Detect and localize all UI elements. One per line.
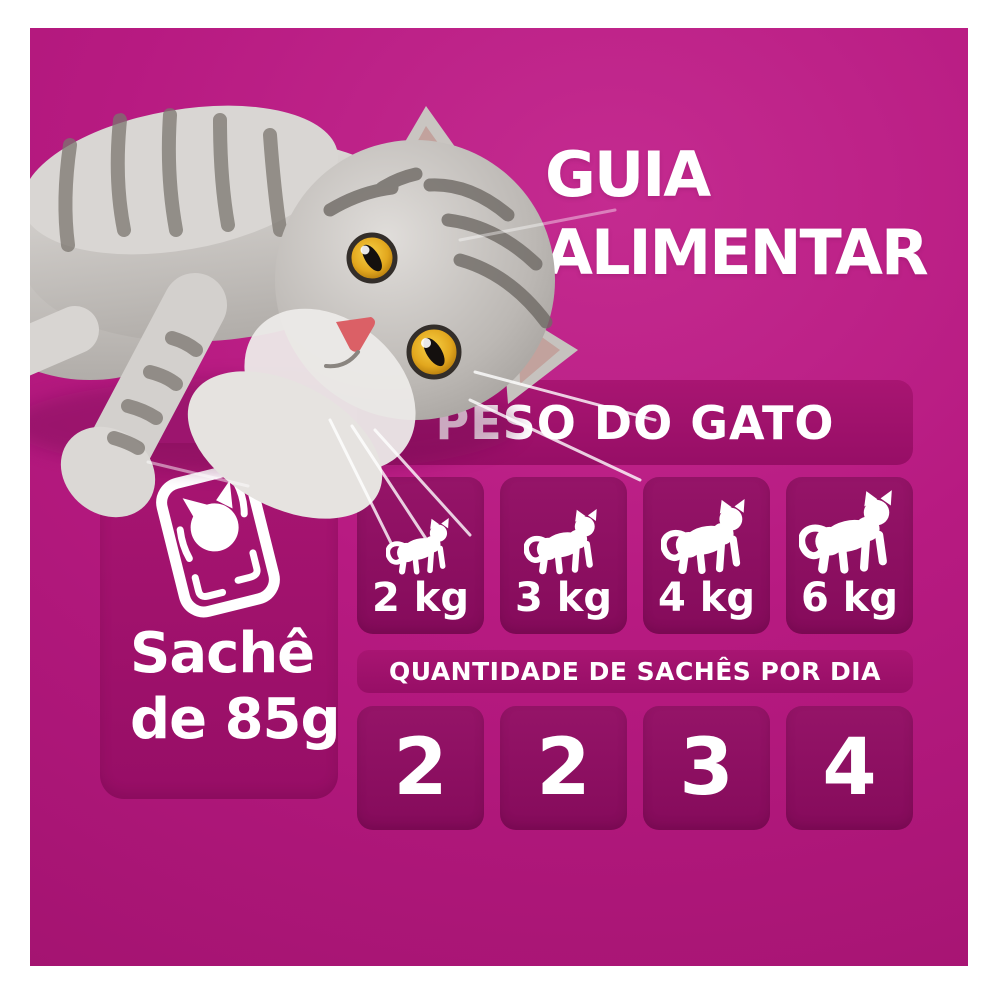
- weight-row: 2 kg 3 kg 4 kg 6 kg: [357, 477, 913, 634]
- cat-nose: [336, 317, 375, 352]
- weight-label: 2 kg: [372, 575, 469, 621]
- quantity-cell: 2: [500, 706, 627, 830]
- sachet-label-line-1: Sachê: [130, 621, 315, 686]
- sachet-label-line-2: de 85g: [130, 686, 341, 752]
- title-line-2: ALIMENTAR: [545, 215, 929, 289]
- cat-weight-icon: [661, 499, 753, 576]
- sachet-panel: Sachê de 85g: [100, 443, 341, 799]
- cat-mouth: [324, 350, 360, 369]
- sachet-icon: [156, 464, 280, 618]
- weight-label: 3 kg: [515, 575, 612, 621]
- weight-header-label: PESO DO GATO: [435, 395, 835, 450]
- cat-eye-upper: [346, 232, 398, 284]
- weight-cell-4kg: 4 kg: [643, 477, 770, 634]
- weight-cell-3kg: 3 kg: [500, 477, 627, 634]
- weight-cell-6kg: 6 kg: [786, 477, 913, 634]
- quantity-row: 2 2 3 4: [357, 706, 913, 830]
- tabby-stripes: [58, 108, 287, 455]
- weight-label: 4 kg: [658, 575, 755, 621]
- magenta-background: GUIA ALIMENTAR PESO DO GATO 2 kg 3 kg 4 …: [30, 28, 968, 966]
- title-line-1: GUIA: [545, 138, 711, 211]
- cat-weight-icon: [386, 518, 455, 576]
- forehead-stripes: [323, 167, 553, 329]
- cat-weight-icon: [799, 490, 901, 576]
- weight-header-banner: PESO DO GATO: [357, 380, 913, 465]
- quantity-cell: 3: [643, 706, 770, 830]
- weight-cell-2kg: 2 kg: [357, 477, 484, 634]
- weight-label: 6 kg: [801, 575, 898, 621]
- quantity-cell: 2: [357, 706, 484, 830]
- quantity-header-label: QUANTIDADE DE SACHÊS POR DIA: [389, 657, 881, 686]
- page-title: GUIA ALIMENTAR: [545, 136, 965, 291]
- quantity-header-banner: QUANTIDADE DE SACHÊS POR DIA: [357, 650, 913, 693]
- quantity-cell: 4: [786, 706, 913, 830]
- cat-weight-icon: [524, 509, 604, 576]
- cat-eye-lower: [406, 324, 462, 380]
- sachet-size-label: Sachê de 85g: [130, 621, 341, 752]
